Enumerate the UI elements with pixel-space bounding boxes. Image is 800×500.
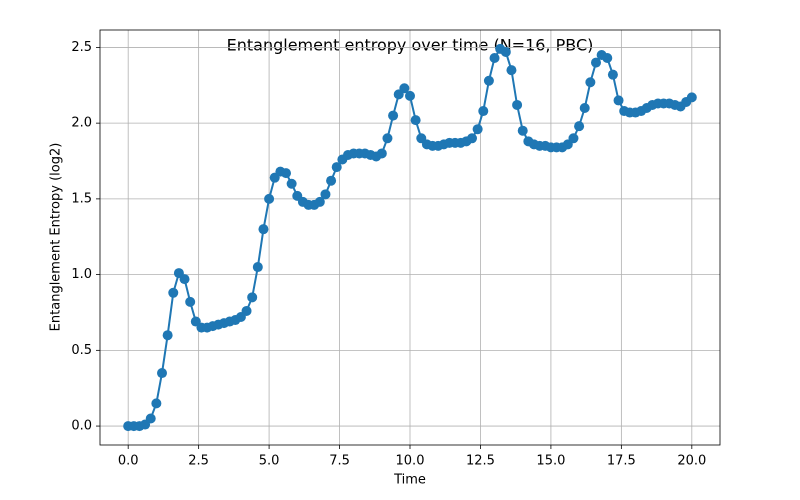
y-tick-label: 0.0 <box>71 419 92 434</box>
data-point <box>376 148 387 159</box>
data-point <box>145 413 156 424</box>
data-point <box>179 274 190 285</box>
data-point <box>258 224 269 235</box>
data-point <box>506 65 517 76</box>
data-point <box>585 77 596 88</box>
data-point <box>568 133 579 144</box>
data-point <box>483 75 494 86</box>
data-point <box>517 125 528 136</box>
data-point <box>157 368 167 379</box>
x-tick-label: 10.0 <box>396 454 425 469</box>
data-point <box>500 46 511 57</box>
data-point <box>574 121 585 132</box>
data-point <box>185 296 196 307</box>
data-point <box>331 162 342 173</box>
data-point <box>686 92 697 103</box>
x-tick-label: 2.5 <box>188 454 209 469</box>
data-point <box>399 83 410 94</box>
data-point <box>613 95 624 106</box>
y-tick-label: 0.5 <box>71 343 92 358</box>
y-tick-label: 1.0 <box>71 267 92 282</box>
data-point <box>607 69 618 80</box>
data-point <box>314 196 325 207</box>
data-point <box>286 178 297 189</box>
data-point <box>320 189 331 200</box>
x-tick-label: 17.5 <box>607 454 636 469</box>
y-tick-label: 1.5 <box>71 191 92 206</box>
x-tick-label: 12.5 <box>466 454 495 469</box>
data-point <box>388 110 399 121</box>
x-tick-label: 15.0 <box>536 454 565 469</box>
y-axis-label: Entanglement Entropy (log2) <box>49 143 64 332</box>
data-point <box>467 133 477 144</box>
data-point <box>405 90 415 101</box>
data-point <box>382 133 393 144</box>
data-point <box>247 292 258 303</box>
data-point <box>264 193 275 204</box>
data-point <box>241 305 252 316</box>
data-point <box>162 330 173 341</box>
data-point <box>151 398 162 409</box>
x-tick-label: 0.0 <box>118 454 139 469</box>
data-point <box>472 124 483 135</box>
data-point <box>512 99 523 110</box>
data-point <box>602 53 613 64</box>
data-point <box>168 287 179 298</box>
x-tick-label: 7.5 <box>329 454 350 469</box>
data-point <box>326 175 337 186</box>
data-point <box>281 168 291 179</box>
x-tick-label: 20.0 <box>677 454 706 469</box>
y-tick-label: 2.0 <box>71 116 92 131</box>
plot-frame <box>99 29 721 446</box>
y-tick-label: 2.5 <box>71 40 92 55</box>
data-point <box>478 106 489 117</box>
data-point <box>591 57 601 68</box>
data-point <box>410 115 421 126</box>
x-tick-label: 5.0 <box>259 454 280 469</box>
x-axis-label: Time <box>393 473 426 488</box>
data-point <box>579 103 590 114</box>
data-point <box>489 53 500 64</box>
data-point <box>252 262 263 273</box>
